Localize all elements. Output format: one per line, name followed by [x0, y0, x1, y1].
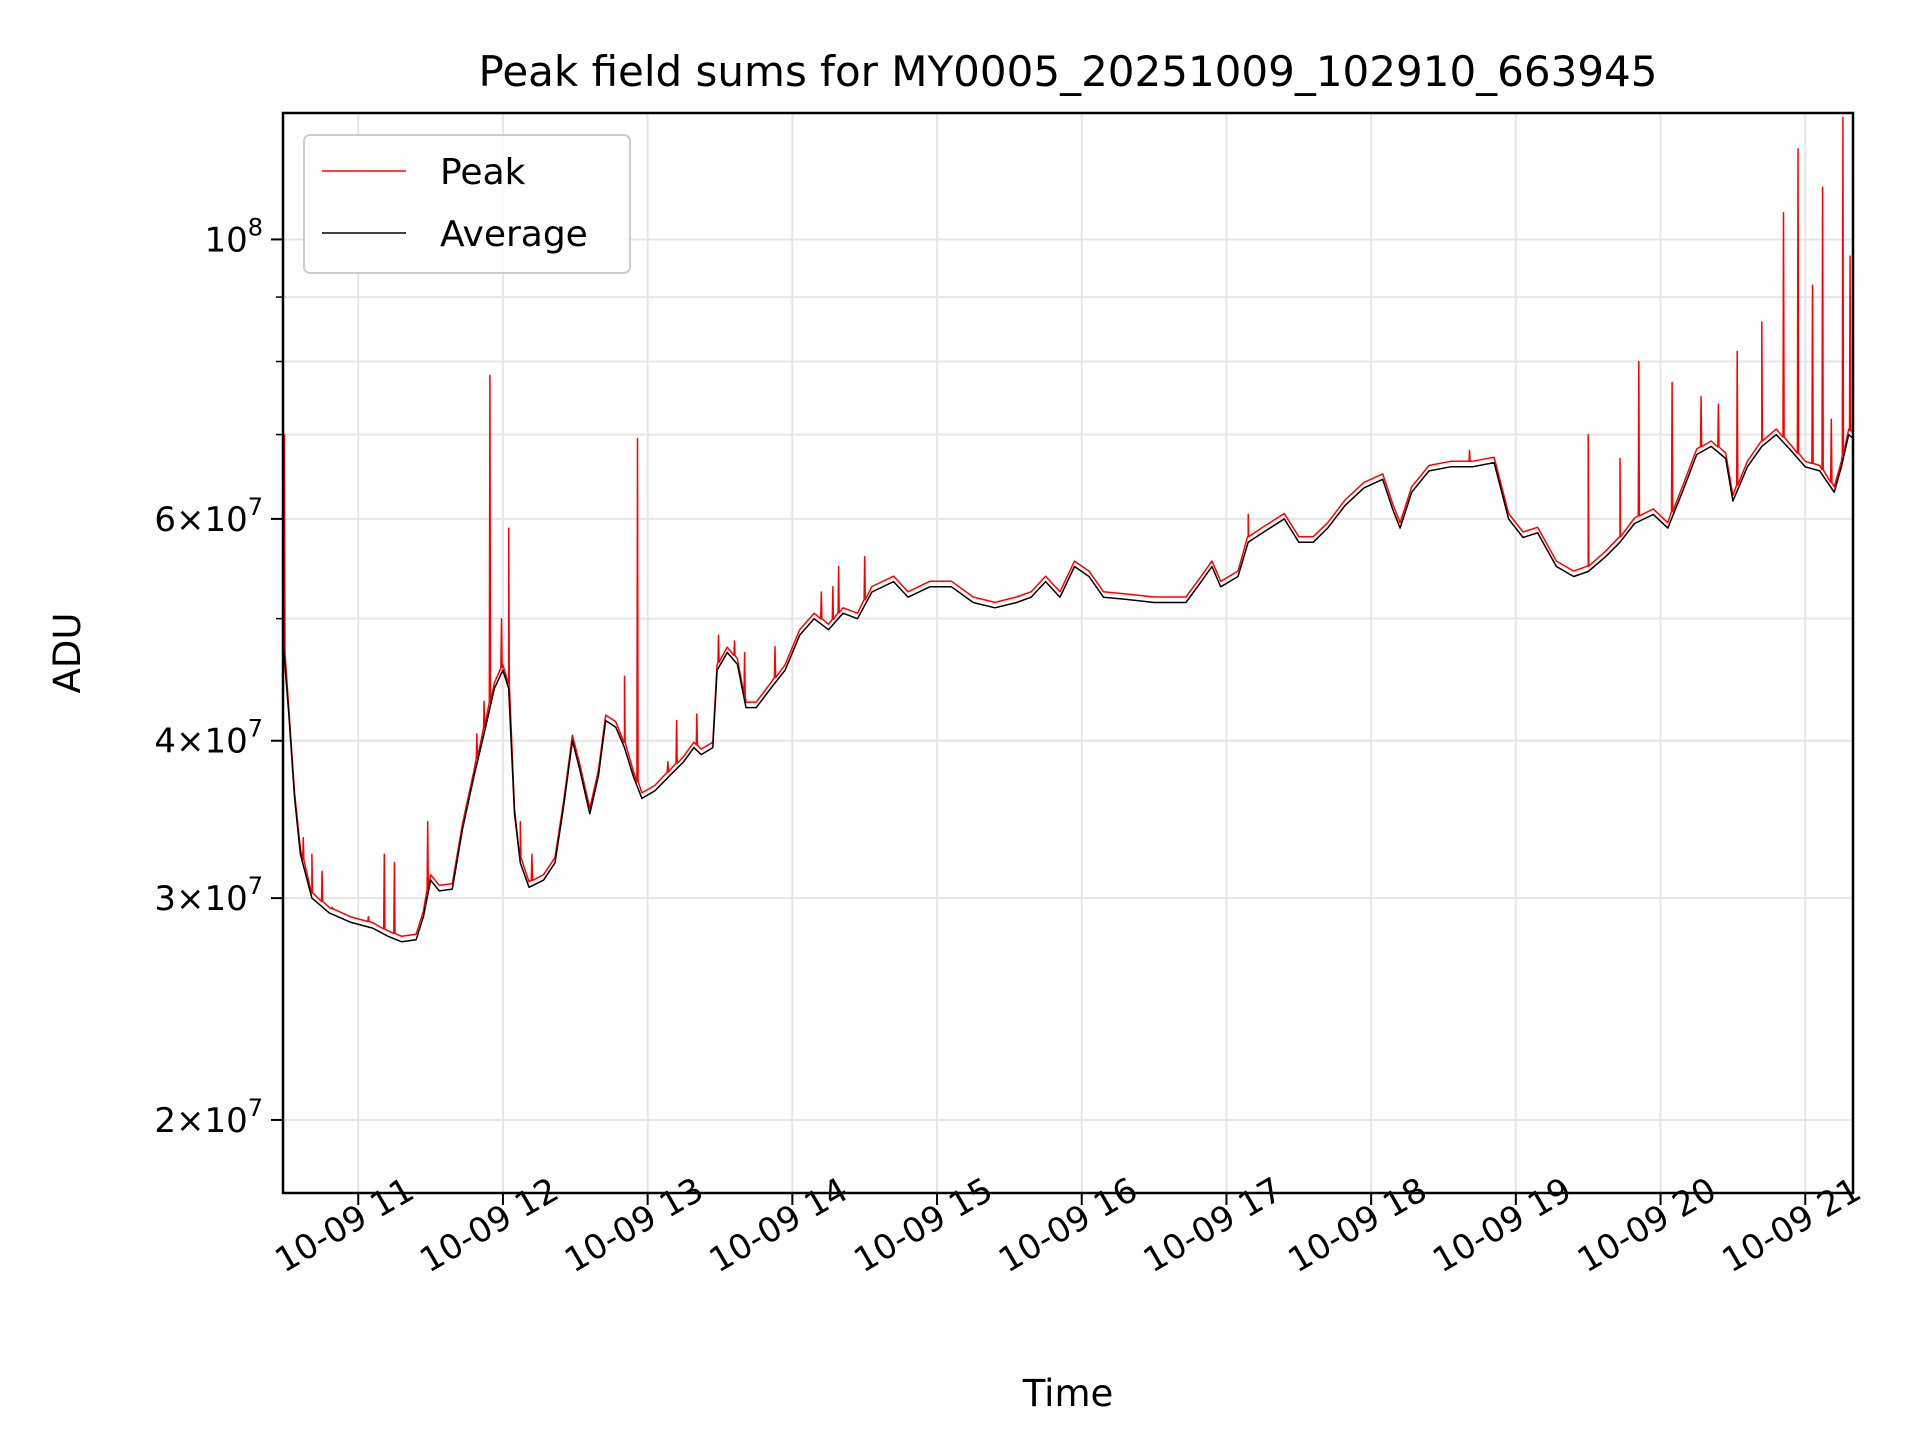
y-axis: 2×107 3×107 4×107 6×107 108 — [154, 213, 283, 1141]
y-axis-label: ADU — [46, 613, 89, 694]
y-tick-label-0: 2×107 — [154, 1094, 263, 1141]
plot-frame — [281, 111, 1855, 1195]
legend-average-label: Average — [440, 214, 588, 255]
plot-lines — [282, 116, 1854, 943]
legend-box — [303, 134, 631, 274]
y-tick-label-2: 4×107 — [154, 715, 263, 762]
legend: Peak Average — [303, 134, 631, 274]
peak-series-line — [282, 116, 1854, 938]
legend-peak-label: Peak — [440, 152, 526, 193]
y-tick-label-4: 108 — [204, 213, 263, 260]
x-axis-label: Time — [1022, 1372, 1114, 1415]
grid — [283, 113, 1853, 1193]
average-series-line — [282, 433, 1854, 943]
chart-title: Peak field sums for MY0005_20251009_1029… — [478, 47, 1657, 96]
y-tick-label-3: 6×107 — [154, 493, 263, 540]
y-tick-label-1: 3×107 — [154, 872, 263, 919]
